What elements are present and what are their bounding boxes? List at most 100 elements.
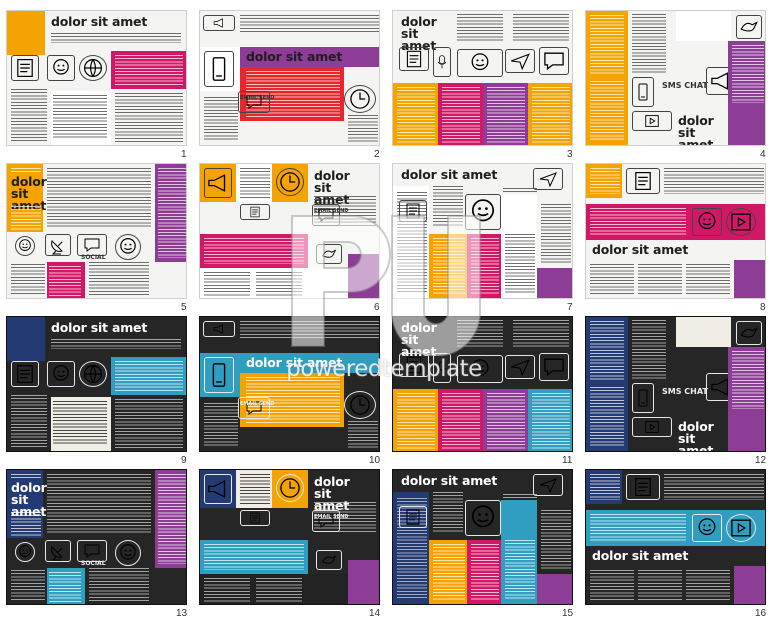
slide-thumbnail[interactable]: dolor sit amet <box>585 469 766 605</box>
body-text-lines <box>590 15 624 75</box>
body-text-lines <box>115 93 183 143</box>
slide-number: 10 <box>369 455 381 466</box>
slide-number: 11 <box>562 455 573 466</box>
slide-thumbnail[interactable]: SMS CHAT dolor sit amet <box>585 10 766 146</box>
body-text-lines <box>732 351 764 409</box>
slide-thumbnail[interactable]: dolor sit amet EMAIL SEND <box>199 10 380 146</box>
slide-thumbnail[interactable]: dolor sit amet <box>392 163 573 299</box>
calendar-icon <box>240 204 270 220</box>
color-block <box>734 260 765 298</box>
slide-number: 3 <box>567 149 573 160</box>
body-text-lines <box>664 474 764 500</box>
color-block <box>348 254 379 298</box>
slide-thumbnail[interactable]: dolor sit amet <box>392 469 573 605</box>
body-text-lines <box>638 570 682 600</box>
slide-thumbnail[interactable]: dolor sit amet EMAIL SEND <box>199 163 380 299</box>
body-text-lines <box>732 45 764 103</box>
slide-thumbnail[interactable]: dolor sit amet <box>392 10 573 146</box>
slide-thumbnail[interactable]: dolor sit amet EMAIL SEND <box>199 316 380 452</box>
body-text-lines <box>240 321 379 339</box>
slide-number: 16 <box>755 608 767 619</box>
body-text-lines <box>442 393 480 449</box>
color-block <box>7 353 45 361</box>
icon-caption: SMS CHAT <box>662 81 708 90</box>
body-text-lines <box>471 238 499 294</box>
flow-chart-icon <box>457 355 503 383</box>
slide-thumbnail[interactable]: dolor sit amet <box>6 10 187 146</box>
body-text-lines <box>590 168 620 194</box>
body-text-lines <box>11 570 45 602</box>
body-text-lines <box>51 33 181 43</box>
icon-caption: EMAIL SEND <box>240 95 275 101</box>
slide-number: 12 <box>755 455 767 466</box>
slide-thumbnail[interactable]: dolor sit amet <box>6 316 187 452</box>
body-text-lines <box>49 266 81 296</box>
slide-title: dolor sit amet <box>592 548 689 563</box>
bird-icon <box>736 321 762 345</box>
bird-icon <box>316 244 342 264</box>
icon-caption: EMAIL SEND <box>314 208 349 214</box>
body-text-lines <box>53 401 107 445</box>
body-text-lines <box>686 570 730 600</box>
body-text-lines <box>11 89 47 141</box>
satellite-dish-icon <box>45 234 71 256</box>
color-block <box>7 47 45 55</box>
clock-icon <box>344 85 376 113</box>
color-block <box>7 317 45 353</box>
body-text-lines <box>51 339 181 349</box>
face-icon <box>15 542 35 562</box>
slide-thumbnail[interactable]: dolor sit amet <box>585 163 766 299</box>
color-block <box>537 574 572 604</box>
slide-number: 2 <box>374 149 380 160</box>
video-play-icon <box>726 208 756 236</box>
browser-icon <box>399 200 427 222</box>
flow-chart-icon <box>457 49 503 77</box>
phone-sms-icon <box>632 383 654 413</box>
slide-thumbnail[interactable]: dolor sit amet EMAIL SEND <box>199 469 380 605</box>
body-text-lines <box>47 474 151 534</box>
body-text-lines <box>590 81 624 141</box>
megaphone-icon <box>203 15 235 31</box>
body-text-lines <box>256 578 302 602</box>
email-send-icon <box>312 510 340 532</box>
slide-number: 13 <box>176 608 188 619</box>
body-text-lines <box>505 540 535 600</box>
body-text-lines <box>505 234 535 294</box>
body-text-lines <box>115 361 183 391</box>
support-icon <box>115 234 141 260</box>
color-block <box>537 268 572 298</box>
body-text-lines <box>590 570 634 600</box>
body-text-lines <box>487 87 525 143</box>
body-text-lines <box>348 115 378 143</box>
slide-thumbnail[interactable]: dolor sit amet <box>392 316 573 452</box>
video-play-icon <box>632 111 672 131</box>
paper-plane-icon <box>533 168 563 190</box>
body-text-lines <box>590 321 624 381</box>
color-block <box>240 353 379 373</box>
icon-caption: SMS CHAT <box>662 387 708 396</box>
megaphone-icon <box>203 321 235 337</box>
flow-chart-icon <box>465 500 501 536</box>
slide-title: dolor sit amet <box>592 242 689 257</box>
support-icon <box>115 540 141 566</box>
bird-icon <box>316 550 342 570</box>
slide-thumbnail[interactable]: dolor sit amet SOCIAL <box>6 469 187 605</box>
body-text-lines <box>632 14 666 74</box>
face-icon <box>15 236 35 256</box>
body-text-lines <box>471 544 499 600</box>
body-text-lines <box>158 168 186 258</box>
megaphone-icon <box>204 168 232 198</box>
slide-title: dolor sit amet <box>678 113 714 146</box>
icon-caption: SOCIAL <box>81 560 106 567</box>
email-send-icon <box>238 91 270 113</box>
body-text-lines <box>457 14 503 42</box>
flag-icon <box>626 168 660 194</box>
email-send-icon <box>238 397 270 419</box>
slide-thumbnail[interactable]: SMS CHAT dolor sit amet <box>585 316 766 452</box>
body-text-lines <box>53 95 107 139</box>
body-text-lines <box>47 168 151 228</box>
person-icon <box>47 55 75 81</box>
body-text-lines <box>204 403 238 447</box>
paper-plane-icon <box>505 355 535 379</box>
slide-thumbnail[interactable]: dolor sit amet SOCIAL <box>6 163 187 299</box>
